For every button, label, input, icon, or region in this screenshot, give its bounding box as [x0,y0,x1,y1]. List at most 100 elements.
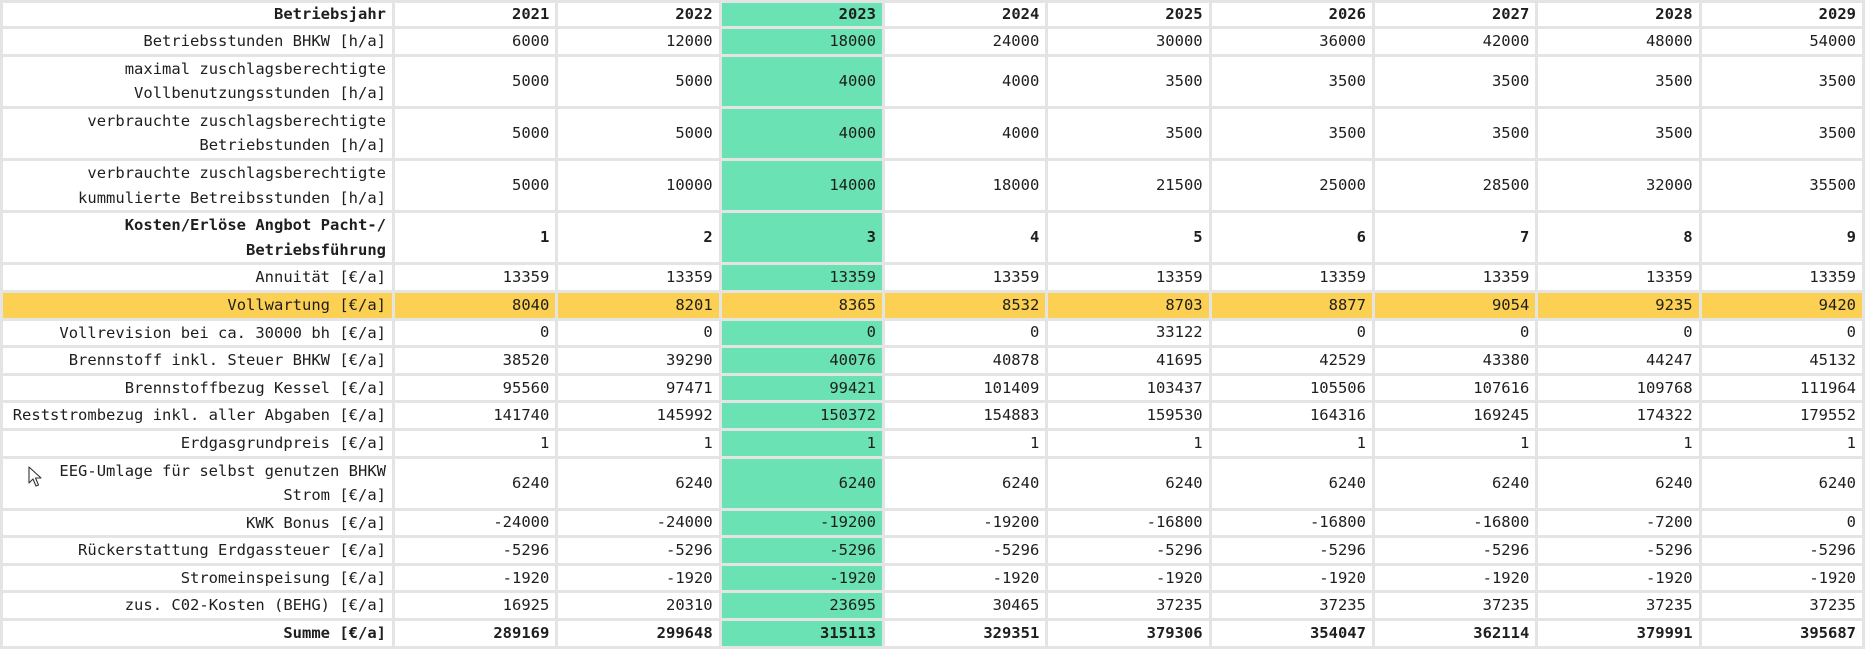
table-cell[interactable]: 43380 [1374,348,1536,373]
table-cell[interactable]: -1920 [558,565,719,591]
table-cell[interactable]: 9054 [1374,292,1536,318]
table-cell[interactable]: 3500 [1701,108,1862,158]
header-year-cell[interactable]: 2028 [1538,3,1699,26]
row-label[interactable]: verbrauchte zuschlagsberechtigte Betrieb… [3,108,392,158]
table-cell[interactable]: 37235 [1538,593,1699,619]
total-cell[interactable]: 379991 [1538,621,1699,646]
table-cell[interactable]: 37235 [1374,593,1536,619]
table-cell-selected[interactable]: 150372 [721,403,882,428]
table-cell[interactable]: 1 [395,213,556,263]
table-cell[interactable]: 4000 [884,56,1046,106]
table-cell[interactable]: -1920 [884,565,1046,591]
table-cell[interactable]: 33122 [1048,320,1209,346]
table-cell[interactable]: -5296 [1374,538,1536,563]
table-cell[interactable]: 3500 [1211,108,1372,158]
table-cell[interactable]: -1920 [1211,565,1372,591]
total-label[interactable]: Summe [€/a] [3,621,392,646]
table-cell[interactable]: 8877 [1211,292,1372,318]
table-cell[interactable]: -1920 [1374,565,1536,591]
table-cell[interactable]: 5000 [395,108,556,158]
table-cell[interactable]: 154883 [884,403,1046,428]
table-cell[interactable]: 48000 [1538,29,1699,54]
table-cell[interactable]: 1 [1048,430,1209,456]
table-cell-selected[interactable]: 0 [721,320,882,346]
table-cell[interactable]: 97471 [558,375,719,401]
table-cell[interactable]: 44247 [1538,348,1699,373]
header-label[interactable]: Betriebsjahr [3,3,392,26]
table-cell[interactable]: -16800 [1048,510,1209,536]
table-cell[interactable]: 13359 [884,265,1046,290]
table-cell-selected[interactable]: -1920 [721,565,882,591]
table-cell[interactable]: 42529 [1211,348,1372,373]
table-cell[interactable]: 6240 [558,458,719,508]
table-cell[interactable]: -5296 [1211,538,1372,563]
table-cell-selected[interactable]: 14000 [721,160,882,211]
table-cell[interactable]: 0 [1211,320,1372,346]
table-cell[interactable]: 6240 [884,458,1046,508]
table-cell[interactable]: 5000 [395,56,556,106]
table-cell[interactable]: 6240 [1538,458,1699,508]
header-year-cell[interactable]: 2025 [1048,3,1209,26]
table-cell[interactable]: 9 [1701,213,1862,263]
table-cell[interactable]: 3500 [1374,108,1536,158]
row-label[interactable]: Stromeinspeisung [€/a] [3,565,392,591]
table-cell[interactable]: 13359 [1538,265,1699,290]
row-label[interactable]: Betriebsstunden BHKW [h/a] [3,29,392,54]
table-cell[interactable]: 111964 [1701,375,1862,401]
table-cell[interactable]: 7 [1374,213,1536,263]
row-label[interactable]: Vollrevision bei ca. 30000 bh [€/a] [3,320,392,346]
table-cell[interactable]: 10000 [558,160,719,211]
table-cell[interactable]: 37235 [1211,593,1372,619]
table-cell[interactable]: 5 [1048,213,1209,263]
table-cell[interactable]: 3500 [1374,56,1536,106]
table-cell[interactable]: 2 [558,213,719,263]
table-cell[interactable]: -5296 [1701,538,1862,563]
header-year-cell[interactable]: 2024 [884,3,1046,26]
table-cell-selected[interactable]: 1 [721,430,882,456]
table-cell[interactable]: 30465 [884,593,1046,619]
table-cell[interactable]: 3500 [1048,108,1209,158]
table-cell[interactable]: 6240 [1701,458,1862,508]
table-cell[interactable]: 13359 [558,265,719,290]
table-cell-selected[interactable]: 4000 [721,56,882,106]
header-year-cell[interactable]: 2029 [1701,3,1862,26]
table-cell-selected[interactable]: 6240 [721,458,882,508]
table-cell[interactable]: 3500 [1538,56,1699,106]
table-cell-selected[interactable]: -19200 [721,510,882,536]
table-cell-selected[interactable]: 3 [721,213,882,263]
table-cell[interactable]: 0 [1701,320,1862,346]
table-cell[interactable]: 0 [395,320,556,346]
table-cell[interactable]: 164316 [1211,403,1372,428]
table-cell[interactable]: 13359 [1048,265,1209,290]
table-cell[interactable]: 101409 [884,375,1046,401]
total-cell[interactable]: 289169 [395,621,556,646]
table-cell-selected[interactable]: -5296 [721,538,882,563]
table-cell[interactable]: 40878 [884,348,1046,373]
table-cell[interactable]: 28500 [1374,160,1536,211]
table-cell[interactable]: 35500 [1701,160,1862,211]
table-cell[interactable]: 12000 [558,29,719,54]
table-cell[interactable]: 5000 [395,160,556,211]
row-label[interactable]: Annuität [€/a] [3,265,392,290]
table-cell-selected[interactable]: 13359 [721,265,882,290]
table-cell-selected[interactable]: 40076 [721,348,882,373]
table-cell[interactable]: -5296 [558,538,719,563]
table-cell[interactable]: 8040 [395,292,556,318]
table-cell[interactable]: 8201 [558,292,719,318]
table-cell-selected[interactable]: 23695 [721,593,882,619]
table-cell[interactable]: 3500 [1538,108,1699,158]
row-label[interactable]: Rückerstattung Erdgassteuer [€/a] [3,538,392,563]
table-cell[interactable]: 174322 [1538,403,1699,428]
row-label[interactable]: Brennstoffbezug Kessel [€/a] [3,375,392,401]
header-year-cell[interactable]: 2026 [1211,3,1372,26]
table-cell[interactable]: 1 [1538,430,1699,456]
table-cell[interactable]: 8532 [884,292,1046,318]
table-cell[interactable]: 41695 [1048,348,1209,373]
table-cell-selected[interactable]: 18000 [721,29,882,54]
row-label[interactable]: Erdgasgrundpreis [€/a] [3,430,392,456]
table-cell[interactable]: 16925 [395,593,556,619]
table-cell-selected[interactable]: 4000 [721,108,882,158]
table-cell[interactable]: -1920 [1048,565,1209,591]
table-cell[interactable]: 95560 [395,375,556,401]
table-cell[interactable]: 8 [1538,213,1699,263]
